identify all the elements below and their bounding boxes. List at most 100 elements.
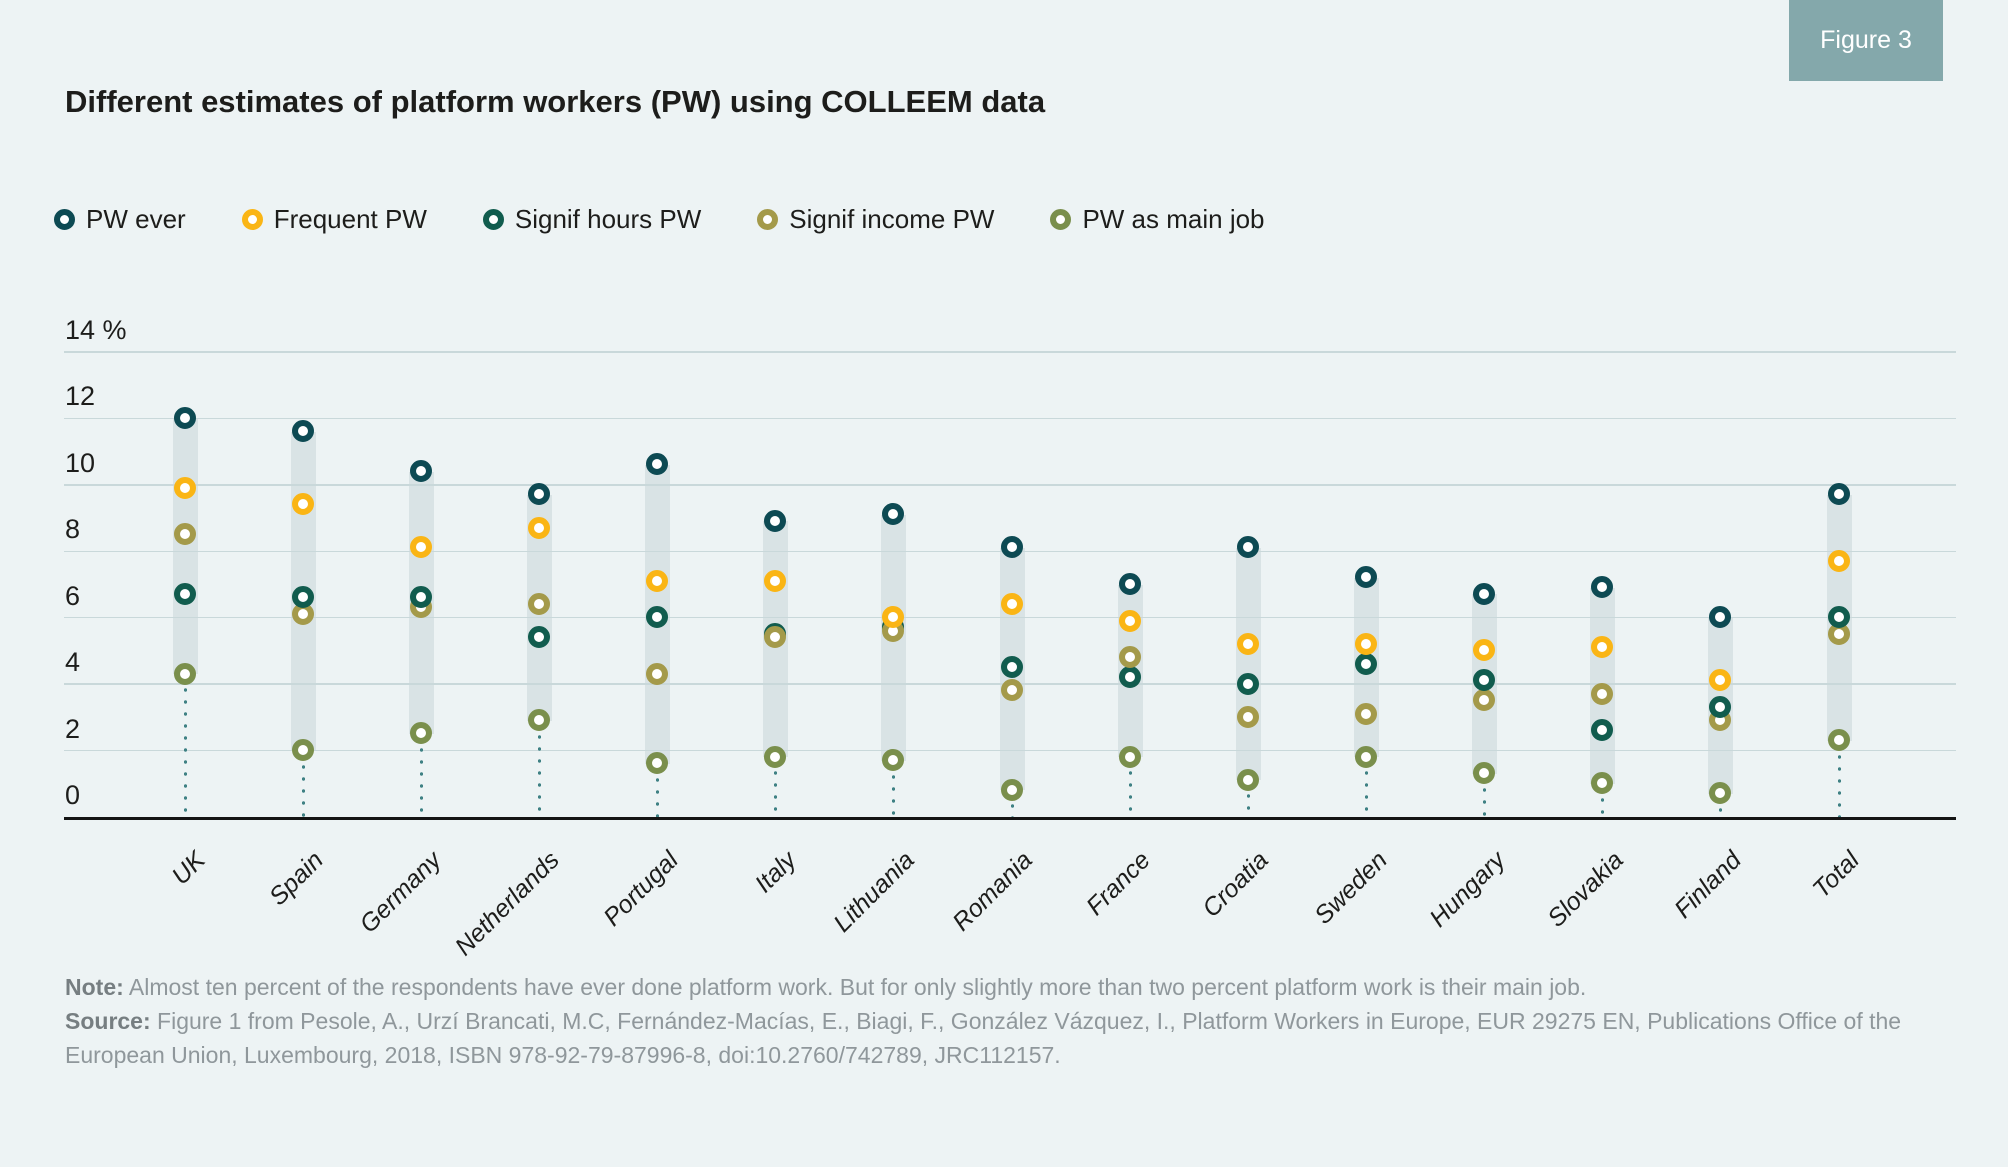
x-axis-label-germany: Germany (354, 846, 448, 939)
dot-main (882, 749, 905, 772)
leader-line (1128, 757, 1132, 817)
dot-hours (1827, 606, 1850, 629)
y-tick-label-6: 6 (65, 580, 81, 611)
dot-income (173, 523, 196, 546)
dot-income (1118, 646, 1141, 669)
dot-ever (1355, 566, 1377, 589)
dot-ever (1236, 536, 1259, 559)
leader-line (1601, 783, 1605, 817)
leader-line (1010, 790, 1014, 817)
dot-ever (173, 406, 196, 429)
dot-frequent (527, 516, 550, 539)
dot-income (1236, 705, 1259, 728)
dot-frequent (291, 493, 314, 516)
leader-line (419, 733, 423, 817)
leader-line (656, 763, 660, 817)
dot-hours (1473, 669, 1496, 692)
dot-main (1355, 745, 1377, 768)
dot-main (1591, 772, 1614, 795)
dot-main (1827, 729, 1850, 752)
legend-label-frequent: Frequent PW (273, 204, 427, 234)
figure-number-tag: Figure 3 (1789, 0, 1943, 81)
dot-hours (173, 582, 196, 605)
income-series-icon (757, 209, 779, 230)
dot-frequent (1000, 592, 1023, 615)
y-tick-label-12: 12 (65, 381, 96, 412)
dot-ever (764, 509, 787, 532)
dot-hours (1000, 656, 1023, 679)
dot-frequent (646, 569, 669, 592)
dot-income (764, 626, 787, 649)
x-axis-label-uk: UK (166, 846, 211, 891)
dot-hours (1118, 666, 1141, 688)
leader-line (537, 720, 541, 817)
dot-frequent (764, 569, 787, 592)
gridline-14 (64, 351, 1956, 353)
dot-income (1355, 702, 1377, 725)
footnotes: Note: Almost ten percent of the responde… (65, 970, 1945, 1072)
dot-ever (882, 503, 905, 526)
dot-main (764, 745, 787, 768)
x-axis-label-lithuania: Lithuania (828, 846, 920, 938)
x-axis-label-finland: Finland (1668, 846, 1747, 924)
x-axis-line (64, 817, 1956, 820)
dot-ever (409, 460, 432, 483)
x-axis-label-france: France (1081, 846, 1156, 921)
column-band (172, 418, 198, 675)
dot-hours (1236, 672, 1259, 695)
dot-income (1591, 682, 1614, 705)
dot-main (1236, 768, 1259, 791)
dot-frequent (1355, 632, 1377, 655)
legend-item-hours: Signif hours PW (482, 204, 702, 235)
dot-hours (646, 606, 669, 629)
dot-main (646, 752, 669, 775)
leader-line (1483, 773, 1487, 817)
dot-ever (1709, 606, 1732, 629)
leader-line (774, 757, 778, 817)
x-axis-label-netherlands: Netherlands (450, 846, 566, 962)
legend-label-income: Signif income PW (789, 204, 995, 234)
dot-frequent (1118, 609, 1141, 632)
dot-main (173, 662, 196, 685)
x-axis-label-portugal: Portugal (597, 846, 684, 932)
source-line: Source: Figure 1 from Pesole, A., Urzí B… (65, 1004, 1945, 1072)
dot-ever (1118, 573, 1141, 595)
y-tick-label-14: 14 % (65, 315, 127, 345)
dot-frequent (173, 476, 196, 499)
dot-ever (1473, 582, 1496, 605)
figure-tag-label: Figure 3 (1820, 26, 1912, 54)
legend-item-frequent: Frequent PW (241, 204, 427, 235)
leader-line (892, 760, 896, 817)
y-tick-label-0: 0 (65, 780, 81, 810)
note-text: Almost ten percent of the respondents ha… (128, 974, 1587, 1000)
gridline-2 (64, 749, 1956, 752)
leader-line (301, 750, 305, 817)
dot-income (646, 662, 669, 685)
dot-main (1000, 778, 1023, 801)
gridline-10 (64, 484, 1956, 486)
dot-main (1709, 782, 1732, 805)
legend-label-hours: Signif hours PW (514, 204, 702, 234)
dot-frequent (882, 606, 905, 629)
x-axis-label-spain: Spain (263, 846, 329, 912)
dot-income (1000, 679, 1023, 702)
note-line: Note: Almost ten percent of the responde… (65, 970, 1945, 1004)
y-tick-label-4: 4 (65, 647, 81, 678)
column-band (1235, 547, 1261, 781)
dot-ever (1827, 483, 1850, 506)
y-tick-label-2: 2 (65, 713, 81, 744)
dot-hours (1709, 695, 1732, 718)
dot-main (409, 722, 432, 745)
dot-hours (527, 626, 550, 649)
main-series-icon (1050, 209, 1072, 230)
dot-ever (1591, 576, 1614, 599)
dot-hours (409, 586, 432, 609)
leader-line (183, 674, 187, 817)
x-axis-label-total: Total (1807, 846, 1865, 904)
dot-ever (291, 420, 314, 443)
dot-main (527, 709, 550, 732)
leader-line (1365, 757, 1368, 817)
x-axis-label-hungary: Hungary (1423, 846, 1511, 933)
ever-series-icon (54, 209, 75, 230)
